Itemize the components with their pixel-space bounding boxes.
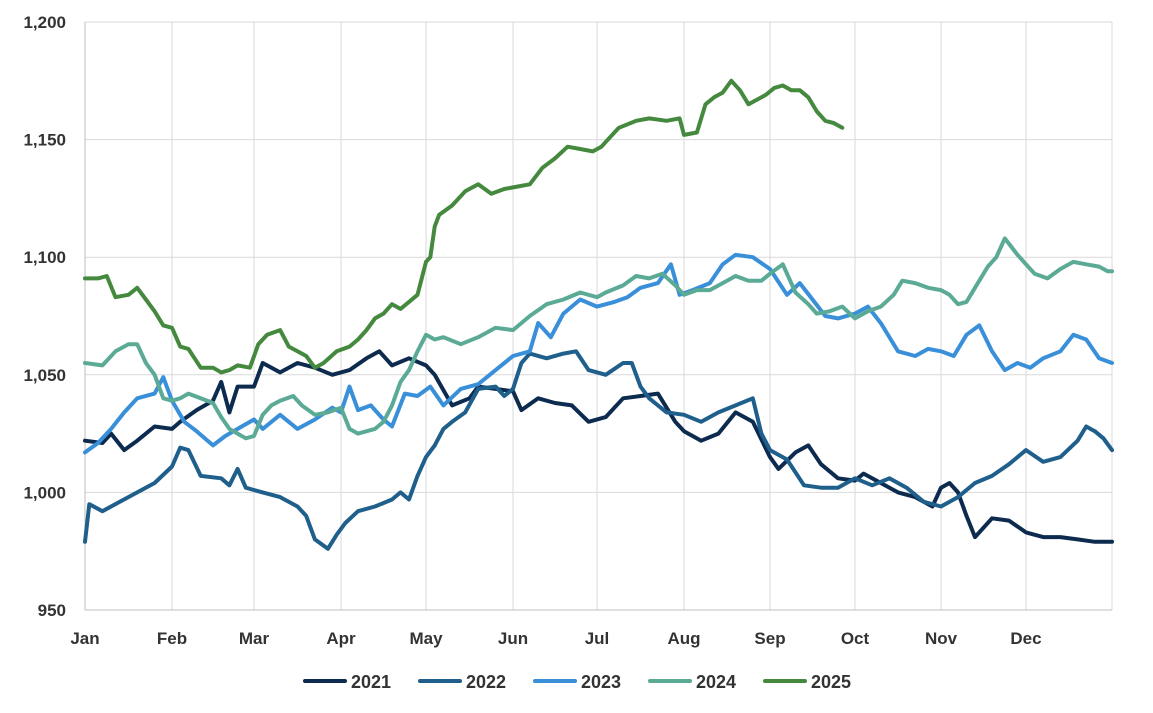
x-tick-label: Dec [1010,629,1041,648]
series-line-2021 [83,349,1114,544]
series-line-2023 [83,252,1114,455]
chart-series [83,78,1114,551]
chart-legend: 2021 2022 2023 2024 2025 [303,672,851,692]
y-tick-label: 1,000 [23,483,66,502]
legend-label-2022: 2022 [466,672,506,692]
x-tick-label: Aug [667,629,700,648]
x-tick-label: Jun [498,629,528,648]
chart-grid [84,21,1113,611]
x-tick-label: Nov [925,629,958,648]
y-tick-label: 1,100 [23,248,66,267]
legend-label-2021: 2021 [351,672,391,692]
series-line-2024 [83,236,1114,441]
x-tick-label: May [409,629,443,648]
series-line-2025 [83,78,845,375]
x-tick-label: Jan [70,629,99,648]
x-tick-label: Oct [841,629,870,648]
x-tick-label: Sep [754,629,785,648]
legend-label-2023: 2023 [581,672,621,692]
legend-label-2024: 2024 [696,672,736,692]
y-tick-label: 1,200 [23,13,66,32]
y-tick-label: 950 [38,601,66,620]
x-tick-label: Apr [326,629,356,648]
y-tick-label: 1,150 [23,131,66,150]
series-line-2022 [83,349,1114,551]
x-tick-label: Mar [239,629,270,648]
legend-label-2025: 2025 [811,672,851,692]
y-tick-label: 1,050 [23,366,66,385]
x-tick-label: Feb [157,629,187,648]
chart-axes: 950 1,000 1,050 1,100 1,150 1,200 Jan Feb Mar Apr… [23,13,1112,648]
x-tick-label: Jul [585,629,610,648]
